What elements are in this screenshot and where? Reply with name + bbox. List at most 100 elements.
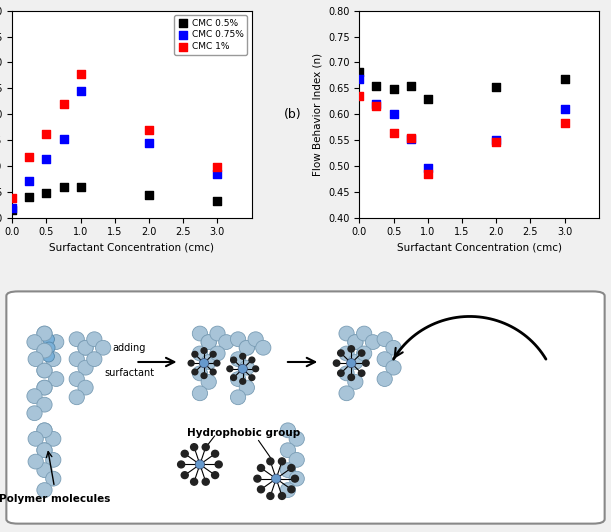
Circle shape <box>348 375 363 389</box>
Circle shape <box>202 478 209 485</box>
Circle shape <box>248 332 263 347</box>
CMC 1% <box>213 163 222 171</box>
CMC 0.5% <box>144 191 154 200</box>
Circle shape <box>289 431 304 446</box>
Circle shape <box>201 335 216 350</box>
CMC 0.5% <box>59 182 68 191</box>
Circle shape <box>37 326 52 341</box>
Circle shape <box>37 443 52 458</box>
Circle shape <box>43 334 54 345</box>
Circle shape <box>28 431 43 446</box>
Text: Hydrophobic group: Hydrophobic group <box>188 428 301 438</box>
Circle shape <box>288 486 295 493</box>
Circle shape <box>279 493 285 500</box>
Circle shape <box>181 472 188 479</box>
Text: surfactant: surfactant <box>104 368 155 378</box>
Circle shape <box>46 431 61 446</box>
Circle shape <box>271 474 281 483</box>
Circle shape <box>87 332 102 347</box>
Circle shape <box>192 352 198 357</box>
CMC 0.75% <box>406 135 415 143</box>
Circle shape <box>231 375 236 380</box>
CMC 0.5% <box>7 205 17 214</box>
Circle shape <box>28 454 43 469</box>
Circle shape <box>230 390 246 405</box>
X-axis label: Surfactant Concentration (cmc): Surfactant Concentration (cmc) <box>397 243 562 253</box>
Circle shape <box>201 348 207 353</box>
Circle shape <box>37 423 52 438</box>
Circle shape <box>377 372 392 386</box>
CMC 1% <box>423 169 433 178</box>
Legend: CMC 0.5%, CMC 0.75%, CMC 1%: CMC 0.5%, CMC 0.75%, CMC 1% <box>175 15 247 55</box>
Circle shape <box>230 372 246 386</box>
Circle shape <box>192 326 208 341</box>
CMC 0.75% <box>42 155 51 163</box>
Circle shape <box>78 340 93 355</box>
Circle shape <box>202 444 209 451</box>
Circle shape <box>69 352 84 367</box>
Circle shape <box>37 397 52 412</box>
CMC 1% <box>406 134 415 143</box>
Circle shape <box>46 471 61 486</box>
Circle shape <box>196 460 205 469</box>
Circle shape <box>249 375 255 380</box>
Text: adding: adding <box>113 343 146 353</box>
Circle shape <box>339 386 354 401</box>
Circle shape <box>211 450 219 457</box>
CMC 0.5% <box>76 182 86 191</box>
Circle shape <box>240 340 254 355</box>
CMC 1% <box>24 152 34 161</box>
Circle shape <box>192 366 208 381</box>
Y-axis label: Flow Behavior Index (n): Flow Behavior Index (n) <box>312 53 323 176</box>
Circle shape <box>46 352 61 367</box>
CMC 0.75% <box>59 135 68 143</box>
CMC 0.5% <box>42 189 51 197</box>
Circle shape <box>377 352 392 367</box>
Circle shape <box>43 351 54 362</box>
Circle shape <box>289 453 304 467</box>
Circle shape <box>257 486 265 493</box>
Circle shape <box>178 461 185 468</box>
CMC 1% <box>144 126 154 134</box>
Circle shape <box>37 380 52 395</box>
Circle shape <box>37 423 52 438</box>
Circle shape <box>78 340 93 355</box>
Circle shape <box>280 483 296 497</box>
Circle shape <box>280 463 296 478</box>
CMC 1% <box>491 137 501 146</box>
FancyBboxPatch shape <box>6 292 605 523</box>
Circle shape <box>37 463 52 478</box>
Circle shape <box>230 352 246 367</box>
Circle shape <box>37 363 52 378</box>
Circle shape <box>255 340 271 355</box>
Circle shape <box>37 326 52 341</box>
CMC 1% <box>7 194 17 202</box>
CMC 0.5% <box>491 83 501 92</box>
Circle shape <box>240 360 254 375</box>
CMC 0.75% <box>423 164 433 173</box>
CMC 0.75% <box>371 99 381 108</box>
Circle shape <box>289 471 304 486</box>
Circle shape <box>192 386 208 401</box>
Circle shape <box>37 380 52 395</box>
Text: (b): (b) <box>284 107 301 121</box>
Circle shape <box>192 346 208 361</box>
CMC 1% <box>76 70 86 78</box>
Circle shape <box>346 359 356 368</box>
Circle shape <box>46 453 61 467</box>
CMC 1% <box>371 102 381 111</box>
Circle shape <box>191 478 197 485</box>
Circle shape <box>201 355 216 369</box>
Circle shape <box>78 360 93 375</box>
Circle shape <box>357 346 371 361</box>
Circle shape <box>69 332 84 347</box>
Circle shape <box>357 326 371 341</box>
CMC 0.5% <box>24 193 34 201</box>
Circle shape <box>240 378 246 384</box>
Circle shape <box>201 373 207 378</box>
Circle shape <box>291 475 298 482</box>
CMC 0.5% <box>371 81 381 90</box>
CMC 1% <box>42 129 51 138</box>
Circle shape <box>230 332 246 347</box>
Circle shape <box>201 335 216 350</box>
